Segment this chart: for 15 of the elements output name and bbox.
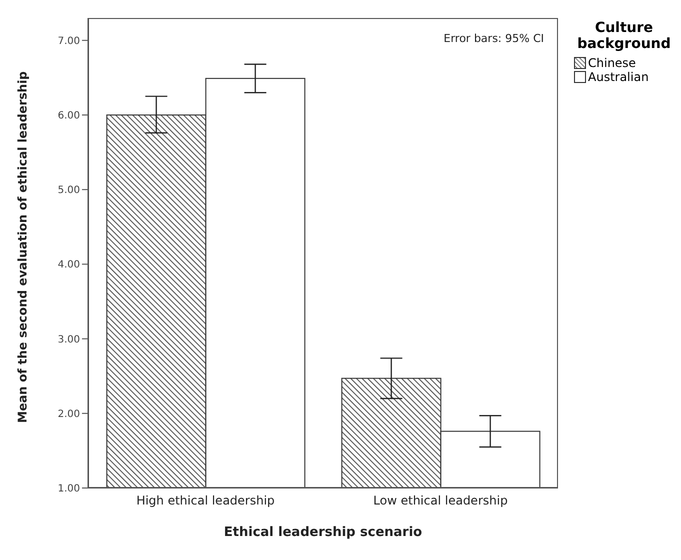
y-tick-label: 7.00 — [58, 36, 80, 47]
y-tick-label: 2.00 — [58, 408, 80, 420]
legend-label: Australian — [588, 70, 649, 84]
y-tick-label: 4.00 — [58, 260, 80, 271]
y-tick-label: 5.00 — [58, 185, 80, 196]
text: Chinese — [588, 56, 636, 70]
x-tick-label: Low ethical leadership — [373, 494, 508, 508]
y-tick-label: 1.00 — [58, 484, 80, 495]
annotation: Error bars: 95% CI — [444, 32, 544, 45]
y-tick-label: 3.00 — [58, 334, 80, 346]
y-axis-title: Mean of the second evaluation of ethical leadership — [15, 70, 30, 423]
y-tick-label: 6.00 — [58, 110, 80, 122]
x-axis-title: Ethical leadership scenario — [224, 525, 422, 540]
legend-title: Culture background — [576, 20, 672, 52]
x-tick-label: High ethical leadership — [136, 494, 275, 508]
